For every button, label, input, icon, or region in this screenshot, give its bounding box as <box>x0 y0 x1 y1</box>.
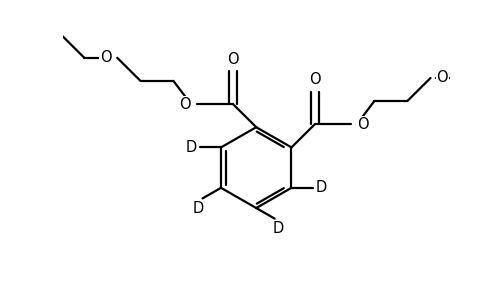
Text: D: D <box>193 201 204 216</box>
Text: O: O <box>309 72 320 87</box>
Text: O: O <box>436 71 448 86</box>
Text: D: D <box>316 180 327 195</box>
Text: O: O <box>180 96 191 111</box>
Text: O: O <box>357 117 368 132</box>
Text: O: O <box>227 52 239 67</box>
Text: O: O <box>100 50 112 65</box>
Text: D: D <box>186 140 197 155</box>
Text: D: D <box>273 221 284 236</box>
